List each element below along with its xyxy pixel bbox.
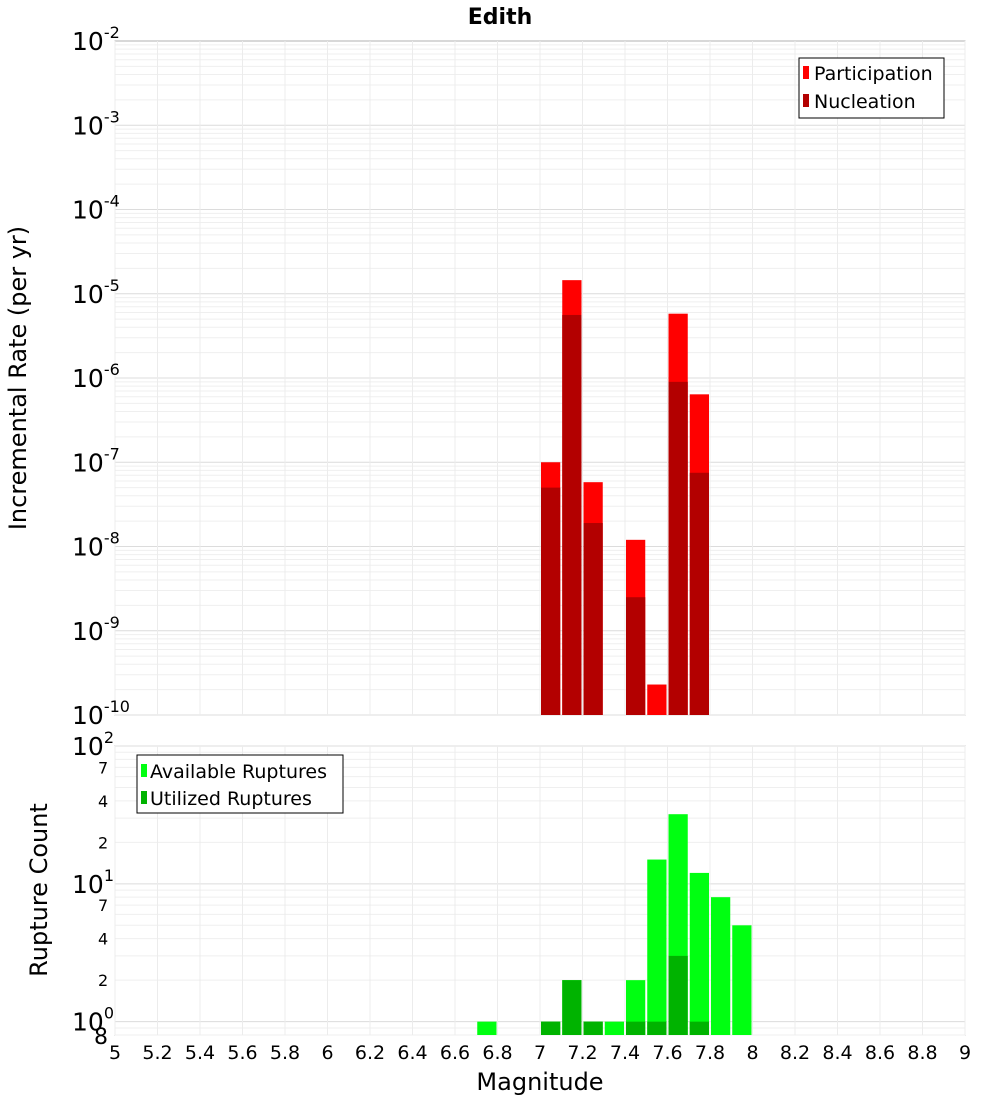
bar-available-ruptures-7.55 xyxy=(647,860,666,1035)
x-tick-label: 5.6 xyxy=(227,1042,257,1064)
x-tick-label: 7.4 xyxy=(610,1042,640,1064)
x-tick-label: 8.8 xyxy=(907,1042,937,1064)
y-tick-label: 10-3 xyxy=(72,107,120,140)
x-tick-label: 5 xyxy=(109,1042,121,1064)
bar-utilized-ruptures-7.05 xyxy=(541,1022,560,1035)
y-tick-label: 10-6 xyxy=(72,360,120,393)
legend-swatch-utilized xyxy=(141,791,147,804)
bar-nucleation-7.05 xyxy=(541,488,560,715)
bar-nucleation-7.15 xyxy=(562,315,581,715)
rate-legend: Participation Nucleation xyxy=(799,58,944,118)
y-tick-label: 10-9 xyxy=(72,613,120,646)
legend-label-utilized: Utilized Ruptures xyxy=(150,788,312,810)
y-tick-label: 4 xyxy=(98,792,108,811)
bar-utilized-ruptures-7.25 xyxy=(584,1022,603,1035)
bar-available-ruptures-7.95 xyxy=(732,925,751,1035)
x-tick-label: 8.4 xyxy=(822,1042,852,1064)
x-tick-label: 8.6 xyxy=(865,1042,895,1064)
y-tick-label: 2 xyxy=(98,971,108,990)
y-tick-label: 10-8 xyxy=(72,529,120,562)
count-y-axis-label: Rupture Count xyxy=(25,803,53,977)
bar-nucleation-7.65 xyxy=(669,382,688,715)
bar-available-ruptures-7.75 xyxy=(690,873,709,1035)
count-legend: Available Ruptures Utilized Ruptures xyxy=(137,755,343,813)
x-tick-label: 5.4 xyxy=(185,1042,215,1064)
y-tick-label: 10-4 xyxy=(72,192,120,225)
bar-utilized-ruptures-7.65 xyxy=(669,956,688,1035)
x-tick-label: 8.2 xyxy=(780,1042,810,1064)
bar-participation-7.55 xyxy=(647,685,666,715)
legend-swatch-participation xyxy=(803,66,809,79)
bar-nucleation-7.25 xyxy=(584,523,603,715)
x-tick-label: 6.4 xyxy=(397,1042,427,1064)
bar-available-ruptures-6.75 xyxy=(477,1022,496,1035)
x-tick-label: 7.8 xyxy=(695,1042,725,1064)
y-tick-label: 7 xyxy=(98,758,108,777)
y-tick-label: 2 xyxy=(98,833,108,852)
bar-available-ruptures-7.85 xyxy=(711,897,730,1035)
x-tick-label: 5.2 xyxy=(142,1042,172,1064)
x-axis-label: Magnitude xyxy=(476,1068,603,1096)
x-tick-label: 7.2 xyxy=(567,1042,597,1064)
y-tick-label: 10-2 xyxy=(72,23,120,56)
x-tick-label: 9 xyxy=(959,1042,971,1064)
bar-nucleation-7.75 xyxy=(690,473,709,715)
rate-panel: 10-10 10-9 10-8 10-7 10-6 10-5 10-4 10-3 10-2 In… xyxy=(4,23,965,730)
x-tick-label: 6.8 xyxy=(482,1042,512,1064)
x-tick-label: 6.6 xyxy=(440,1042,470,1064)
x-tick-label: 7.6 xyxy=(652,1042,682,1064)
chart-title: Edith xyxy=(468,5,533,30)
rate-y-axis-label: Incremental Rate (per yr) xyxy=(4,226,32,530)
x-tick-label: 7 xyxy=(534,1042,546,1064)
bar-utilized-ruptures-7.45 xyxy=(626,1022,645,1035)
rate-grid xyxy=(115,41,965,715)
y-tick-label: 10-7 xyxy=(72,444,120,477)
legend-label-participation: Participation xyxy=(814,63,933,85)
x-tick-label: 6 xyxy=(321,1042,333,1064)
y-tick-label: 101 xyxy=(72,866,114,899)
legend-swatch-nucleation xyxy=(803,94,809,107)
legend-swatch-available xyxy=(141,764,147,777)
y-tick-label: 4 xyxy=(98,930,108,949)
bar-utilized-ruptures-7.15 xyxy=(562,980,581,1035)
x-tick-label: 6.2 xyxy=(355,1042,385,1064)
y-tick-label: 10-5 xyxy=(72,276,120,309)
x-tick-label: 8 xyxy=(746,1042,758,1064)
legend-label-available: Available Ruptures xyxy=(150,761,327,783)
legend-label-nucleation: Nucleation xyxy=(814,91,916,113)
y-tick-label: 7 xyxy=(98,896,108,915)
count-x-ticks: 5 5.2 5.4 5.6 5.8 6 6.2 6.4 6.6 6.8 7 7.2 7.4 7.6 7.8 8… xyxy=(109,1042,971,1064)
x-tick-label: 5.8 xyxy=(270,1042,300,1064)
bar-nucleation-7.45 xyxy=(626,597,645,715)
y-tick-label: 102 xyxy=(72,728,114,761)
bar-utilized-ruptures-7.75 xyxy=(690,1022,709,1035)
y-tick-label: 10-10 xyxy=(72,697,130,730)
bar-utilized-ruptures-7.55 xyxy=(647,1022,666,1035)
bar-available-ruptures-7.35 xyxy=(605,1022,624,1035)
